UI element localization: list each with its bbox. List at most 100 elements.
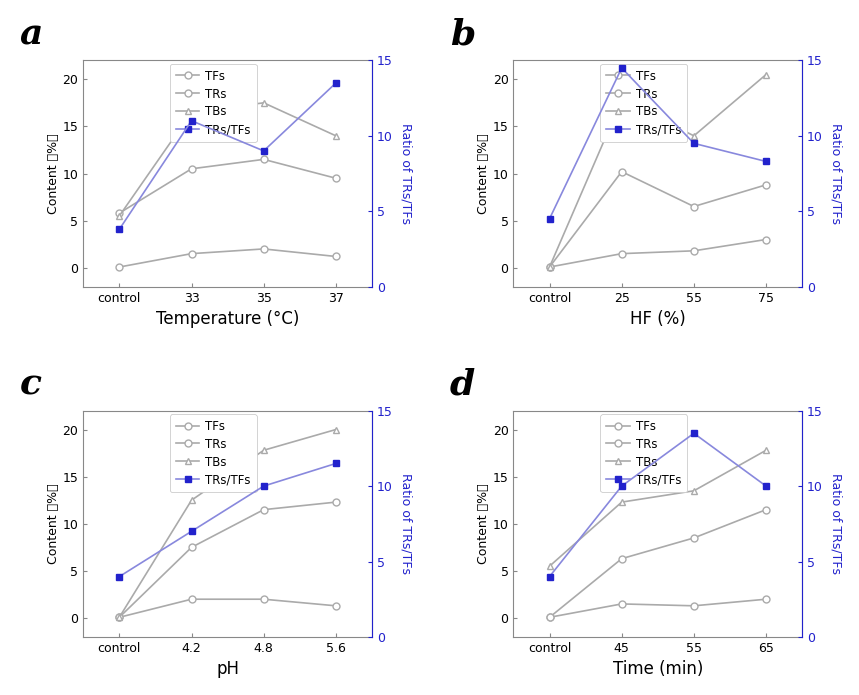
Line: TBs: TBs bbox=[546, 447, 770, 570]
TBs bbox=[761, 446, 771, 455]
TBs bbox=[617, 96, 627, 104]
TBs bbox=[331, 131, 341, 140]
Y-axis label: Content （%）: Content （%） bbox=[46, 133, 60, 214]
TRs bbox=[545, 613, 555, 621]
TRs bbox=[114, 209, 125, 218]
Line: TRs: TRs bbox=[116, 498, 339, 621]
TBs bbox=[331, 425, 341, 434]
TRs/TFs bbox=[331, 459, 341, 468]
Legend: TFs, TRs, TBs, TRs/TFs: TFs, TRs, TBs, TRs/TFs bbox=[600, 414, 687, 492]
TRs/TFs bbox=[259, 482, 269, 490]
TBs bbox=[114, 613, 125, 621]
X-axis label: HF (%): HF (%) bbox=[630, 310, 685, 328]
TFs bbox=[761, 595, 771, 603]
TBs bbox=[689, 486, 699, 495]
TFs bbox=[689, 247, 699, 255]
TRs bbox=[259, 155, 269, 163]
TFs bbox=[761, 236, 771, 244]
Line: TBs: TBs bbox=[116, 99, 339, 220]
TBs bbox=[689, 131, 699, 140]
TBs bbox=[186, 496, 197, 505]
TRs bbox=[617, 555, 627, 563]
TBs bbox=[259, 99, 269, 107]
TFs bbox=[186, 595, 197, 603]
TRs/TFs bbox=[689, 429, 699, 437]
TRs bbox=[545, 263, 555, 271]
Text: d: d bbox=[450, 368, 475, 402]
TFs bbox=[617, 250, 627, 258]
TRs bbox=[114, 613, 125, 621]
TRs/TFs bbox=[331, 79, 341, 87]
Line: TRs: TRs bbox=[546, 168, 770, 270]
TRs bbox=[331, 498, 341, 506]
Y-axis label: Content （%）: Content （%） bbox=[477, 484, 490, 564]
TBs bbox=[259, 446, 269, 455]
TFs bbox=[186, 250, 197, 258]
TFs bbox=[331, 602, 341, 610]
TRs/TFs bbox=[617, 64, 627, 72]
TRs/TFs bbox=[689, 139, 699, 147]
TFs bbox=[259, 245, 269, 253]
TRs/TFs bbox=[545, 573, 555, 581]
TRs bbox=[259, 505, 269, 514]
Line: TRs/TFs: TRs/TFs bbox=[546, 65, 770, 222]
Text: c: c bbox=[20, 368, 42, 402]
X-axis label: Time (min): Time (min) bbox=[612, 660, 703, 678]
TFs bbox=[617, 600, 627, 608]
X-axis label: pH: pH bbox=[216, 660, 239, 678]
TRs bbox=[761, 505, 771, 514]
Legend: TFs, TRs, TBs, TRs/TFs: TFs, TRs, TBs, TRs/TFs bbox=[170, 414, 257, 492]
Y-axis label: Ratio of TRs/TFs: Ratio of TRs/TFs bbox=[399, 123, 412, 224]
Line: TFs: TFs bbox=[546, 596, 770, 621]
Line: TFs: TFs bbox=[116, 245, 339, 270]
TRs bbox=[689, 202, 699, 211]
Y-axis label: Content （%）: Content （%） bbox=[46, 484, 60, 564]
Line: TFs: TFs bbox=[116, 596, 339, 621]
TRs bbox=[186, 543, 197, 552]
TBs bbox=[114, 212, 125, 220]
TRs/TFs bbox=[186, 528, 197, 536]
TRs/TFs bbox=[761, 482, 771, 490]
TBs bbox=[545, 562, 555, 571]
TRs/TFs bbox=[114, 225, 125, 234]
TRs/TFs bbox=[545, 215, 555, 223]
TFs bbox=[545, 613, 555, 621]
Line: TBs: TBs bbox=[116, 426, 339, 621]
Legend: TFs, TRs, TBs, TRs/TFs: TFs, TRs, TBs, TRs/TFs bbox=[600, 64, 687, 142]
TBs bbox=[617, 498, 627, 506]
TRs/TFs bbox=[114, 573, 125, 581]
Line: TRs/TFs: TRs/TFs bbox=[116, 79, 339, 233]
TRs bbox=[186, 165, 197, 173]
Line: TRs: TRs bbox=[546, 506, 770, 621]
TBs bbox=[186, 108, 197, 117]
Line: TFs: TFs bbox=[546, 236, 770, 270]
Line: TRs: TRs bbox=[116, 156, 339, 217]
TRs bbox=[689, 534, 699, 542]
TFs bbox=[331, 252, 341, 261]
TRs/TFs bbox=[617, 482, 627, 490]
X-axis label: Temperature (°C): Temperature (°C) bbox=[156, 310, 299, 328]
Text: a: a bbox=[20, 17, 43, 51]
Line: TRs/TFs: TRs/TFs bbox=[546, 430, 770, 580]
TRs/TFs bbox=[259, 147, 269, 155]
Y-axis label: Content （%）: Content （%） bbox=[477, 133, 490, 214]
TFs bbox=[114, 613, 125, 621]
TRs/TFs bbox=[761, 157, 771, 165]
TFs bbox=[114, 263, 125, 271]
Y-axis label: Ratio of TRs/TFs: Ratio of TRs/TFs bbox=[829, 123, 843, 224]
Line: TBs: TBs bbox=[546, 71, 770, 270]
Text: b: b bbox=[450, 17, 475, 51]
TRs bbox=[761, 181, 771, 189]
TRs bbox=[331, 174, 341, 182]
TRs/TFs bbox=[186, 117, 197, 125]
TBs bbox=[761, 70, 771, 79]
TFs bbox=[545, 263, 555, 271]
TFs bbox=[689, 602, 699, 610]
Line: TRs/TFs: TRs/TFs bbox=[116, 460, 339, 580]
Y-axis label: Ratio of TRs/TFs: Ratio of TRs/TFs bbox=[829, 473, 843, 574]
TBs bbox=[545, 263, 555, 271]
Legend: TFs, TRs, TBs, TRs/TFs: TFs, TRs, TBs, TRs/TFs bbox=[170, 64, 257, 142]
TRs bbox=[617, 167, 627, 176]
TFs bbox=[259, 595, 269, 603]
Y-axis label: Ratio of TRs/TFs: Ratio of TRs/TFs bbox=[399, 473, 412, 574]
